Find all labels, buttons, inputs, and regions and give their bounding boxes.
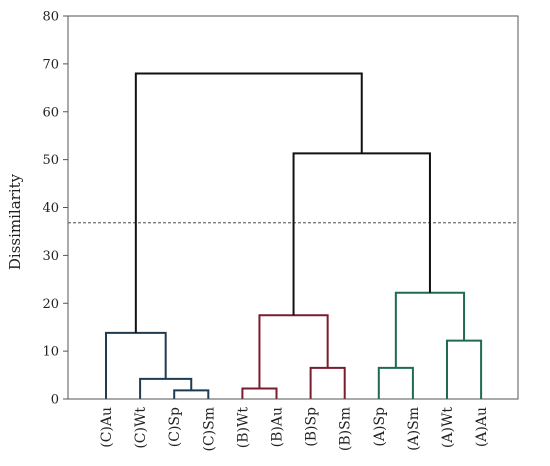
leaf-label: (A)Wt — [440, 407, 456, 448]
merge-link-m9 — [394, 291, 466, 368]
leaf-label: (B)Au — [270, 407, 286, 447]
leaf-label: (A)Sm — [406, 407, 422, 451]
leaf-label: (C)Au — [99, 407, 115, 448]
leaf-label: (B)Wt — [235, 407, 251, 449]
merge-link-m5 — [309, 366, 346, 399]
merge-link-m7 — [377, 366, 414, 399]
merge-link-m3 — [105, 331, 167, 399]
merge-link-m4 — [241, 387, 278, 399]
y-tick-label: 20 — [42, 297, 59, 312]
merge-link-m6 — [258, 314, 329, 389]
merge-link-m1 — [173, 389, 210, 399]
y-tick-label: 30 — [42, 249, 59, 264]
merge-link-m2 — [139, 377, 193, 399]
y-tick-label: 60 — [42, 105, 59, 120]
y-axis-label: Dissimilarity — [6, 173, 24, 270]
leaf-label: (A)Sp — [372, 407, 388, 447]
leaf-label: (C)Wt — [133, 407, 149, 449]
y-tick-label: 40 — [42, 201, 59, 216]
merge-link-m8 — [446, 339, 483, 399]
y-tick-label: 80 — [42, 10, 59, 25]
merge-link-m11 — [134, 72, 363, 333]
y-tick-label: 10 — [42, 345, 59, 360]
y-tick-label: 70 — [42, 57, 59, 72]
leaf-label: (A)Au — [474, 407, 490, 447]
leaf-label: (B)Sm — [338, 407, 354, 451]
leaf-label: (C)Sm — [201, 407, 217, 452]
y-tick-label: 50 — [42, 153, 59, 168]
merge-link-m10 — [292, 152, 431, 316]
y-tick-label: 0 — [51, 393, 59, 408]
leaf-label: (B)Sp — [304, 407, 320, 447]
leaf-label: (C)Sp — [167, 407, 183, 447]
